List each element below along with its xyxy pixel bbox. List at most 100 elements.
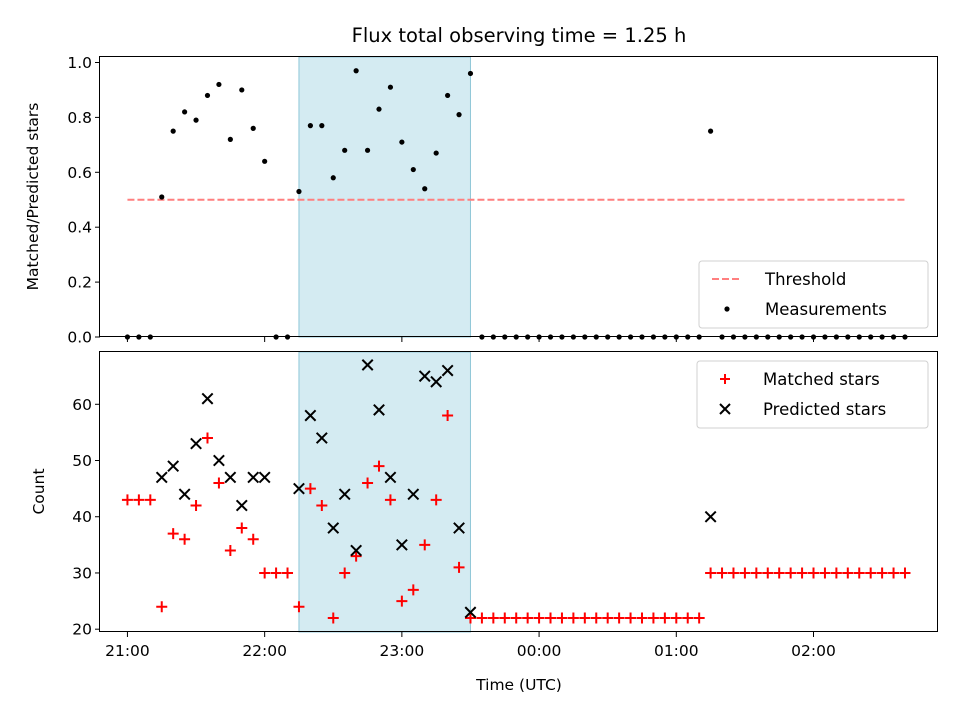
measurement-point [250, 125, 256, 131]
chart-title: Flux total observing time = 1.25 h [352, 24, 687, 47]
ratio-legend: Threshold Measurements [698, 260, 929, 329]
measurement-point [159, 194, 165, 200]
y-tick-label: 20 [72, 621, 92, 639]
predicted-star-point [464, 606, 477, 619]
measurement-point [445, 92, 451, 99]
measurement-point [376, 106, 382, 112]
matched-star-point [819, 567, 831, 579]
matched-star-point [282, 567, 294, 579]
predicted-star-point [167, 460, 180, 473]
matched-star-point [179, 533, 191, 545]
observing-span [298, 56, 471, 338]
measurement-point [410, 166, 416, 173]
predicted-star-point [155, 471, 168, 484]
matched-star-point [201, 432, 213, 444]
y-tick-label: 1.0 [67, 54, 92, 72]
predicted-star-point [190, 437, 202, 450]
measurement-point [330, 175, 336, 181]
predicted-star-point [441, 364, 454, 377]
matched-star-point [647, 612, 659, 624]
predicted-star-point [373, 404, 385, 416]
matched-star-point [888, 567, 900, 579]
matched-star-point [727, 567, 739, 579]
counts-panel: 20 30 40 50 60 21:00 22:00 23:00 00:00 01:00 02:0… [30, 351, 938, 660]
ratio-plot-frame [99, 56, 938, 337]
predicted-star-point [201, 392, 214, 405]
x-tick-label: 21:00 [105, 642, 150, 660]
predicted-star-point [453, 522, 465, 534]
matched-star-point [442, 410, 454, 422]
matched-star-point [327, 612, 339, 624]
measurement-point [319, 123, 325, 129]
predicted-star-point [361, 359, 374, 371]
matched-star-point [213, 477, 225, 489]
matched-star-point [842, 567, 854, 579]
measurement-point [342, 147, 348, 153]
predicted-star-point [304, 409, 317, 422]
measurement-point [399, 139, 405, 145]
measurement-point [422, 186, 428, 192]
legend-label: Measurements [765, 300, 887, 319]
measurement-point [364, 147, 371, 153]
measurement-point [433, 150, 439, 156]
matched-star-point [362, 477, 374, 489]
matched-star-point [682, 612, 694, 624]
predicted-star-point [213, 454, 225, 467]
measurement-point [239, 87, 245, 93]
matched-star-point [636, 612, 648, 624]
matched-star-point [270, 567, 282, 579]
matched-star-point [259, 567, 271, 579]
measurement-point [707, 128, 714, 134]
matched-star-point [808, 567, 820, 579]
predicted-star-point [418, 370, 431, 383]
matched-star-point [350, 550, 362, 562]
matched-star-point [384, 494, 396, 506]
measurement-point [193, 117, 199, 123]
x-axis-label: Time (UTC) [475, 676, 562, 694]
measurement-point [170, 128, 176, 134]
matched-star-point [876, 567, 888, 579]
matched-star-point [316, 499, 328, 511]
matched-star-point [453, 561, 465, 573]
matched-star-point [293, 601, 305, 613]
matched-star-point [716, 567, 728, 579]
matched-star-point [419, 539, 431, 551]
measurement-point [182, 109, 188, 115]
y-tick-label: 0.0 [67, 329, 92, 347]
matched-star-point [853, 567, 865, 579]
predicted-star-point [407, 488, 420, 501]
x-tick-label: 02:00 [791, 642, 836, 660]
matched-star-point [190, 499, 202, 511]
measurement-point [307, 123, 313, 129]
matched-star-point [510, 612, 522, 624]
y-tick-label: 50 [72, 452, 92, 470]
matched-star-point [899, 567, 911, 579]
y-tick-label: 0.4 [67, 219, 92, 237]
matched-star-point [236, 522, 248, 534]
measurement-point [296, 188, 302, 195]
legend-label: Matched stars [763, 370, 880, 389]
y-tick-label: 40 [72, 508, 92, 526]
predicted-star-point [384, 471, 397, 484]
matched-star-point [407, 584, 419, 596]
matched-star-point [739, 567, 751, 579]
matched-star-point [224, 544, 236, 556]
predicted-star-point [327, 522, 340, 534]
measurement-point [387, 84, 394, 90]
matched-star-point [396, 595, 408, 607]
matched-star-point [144, 494, 156, 506]
measurement-point [467, 70, 474, 77]
matched-star-point [750, 567, 762, 579]
predicted-star-point [430, 375, 443, 388]
predicted-star-point [247, 471, 260, 484]
matched-star-point [762, 567, 774, 579]
matched-star-point [247, 533, 259, 545]
y-tick-label: 0.8 [67, 109, 92, 127]
matched-star-point [602, 612, 614, 624]
predicted-star-point [293, 482, 305, 495]
matched-star-point [487, 612, 499, 624]
matched-star-point [133, 494, 145, 506]
matched-star-point [464, 612, 476, 624]
x-tick-label: 23:00 [380, 642, 425, 660]
measurement-point [262, 158, 268, 164]
